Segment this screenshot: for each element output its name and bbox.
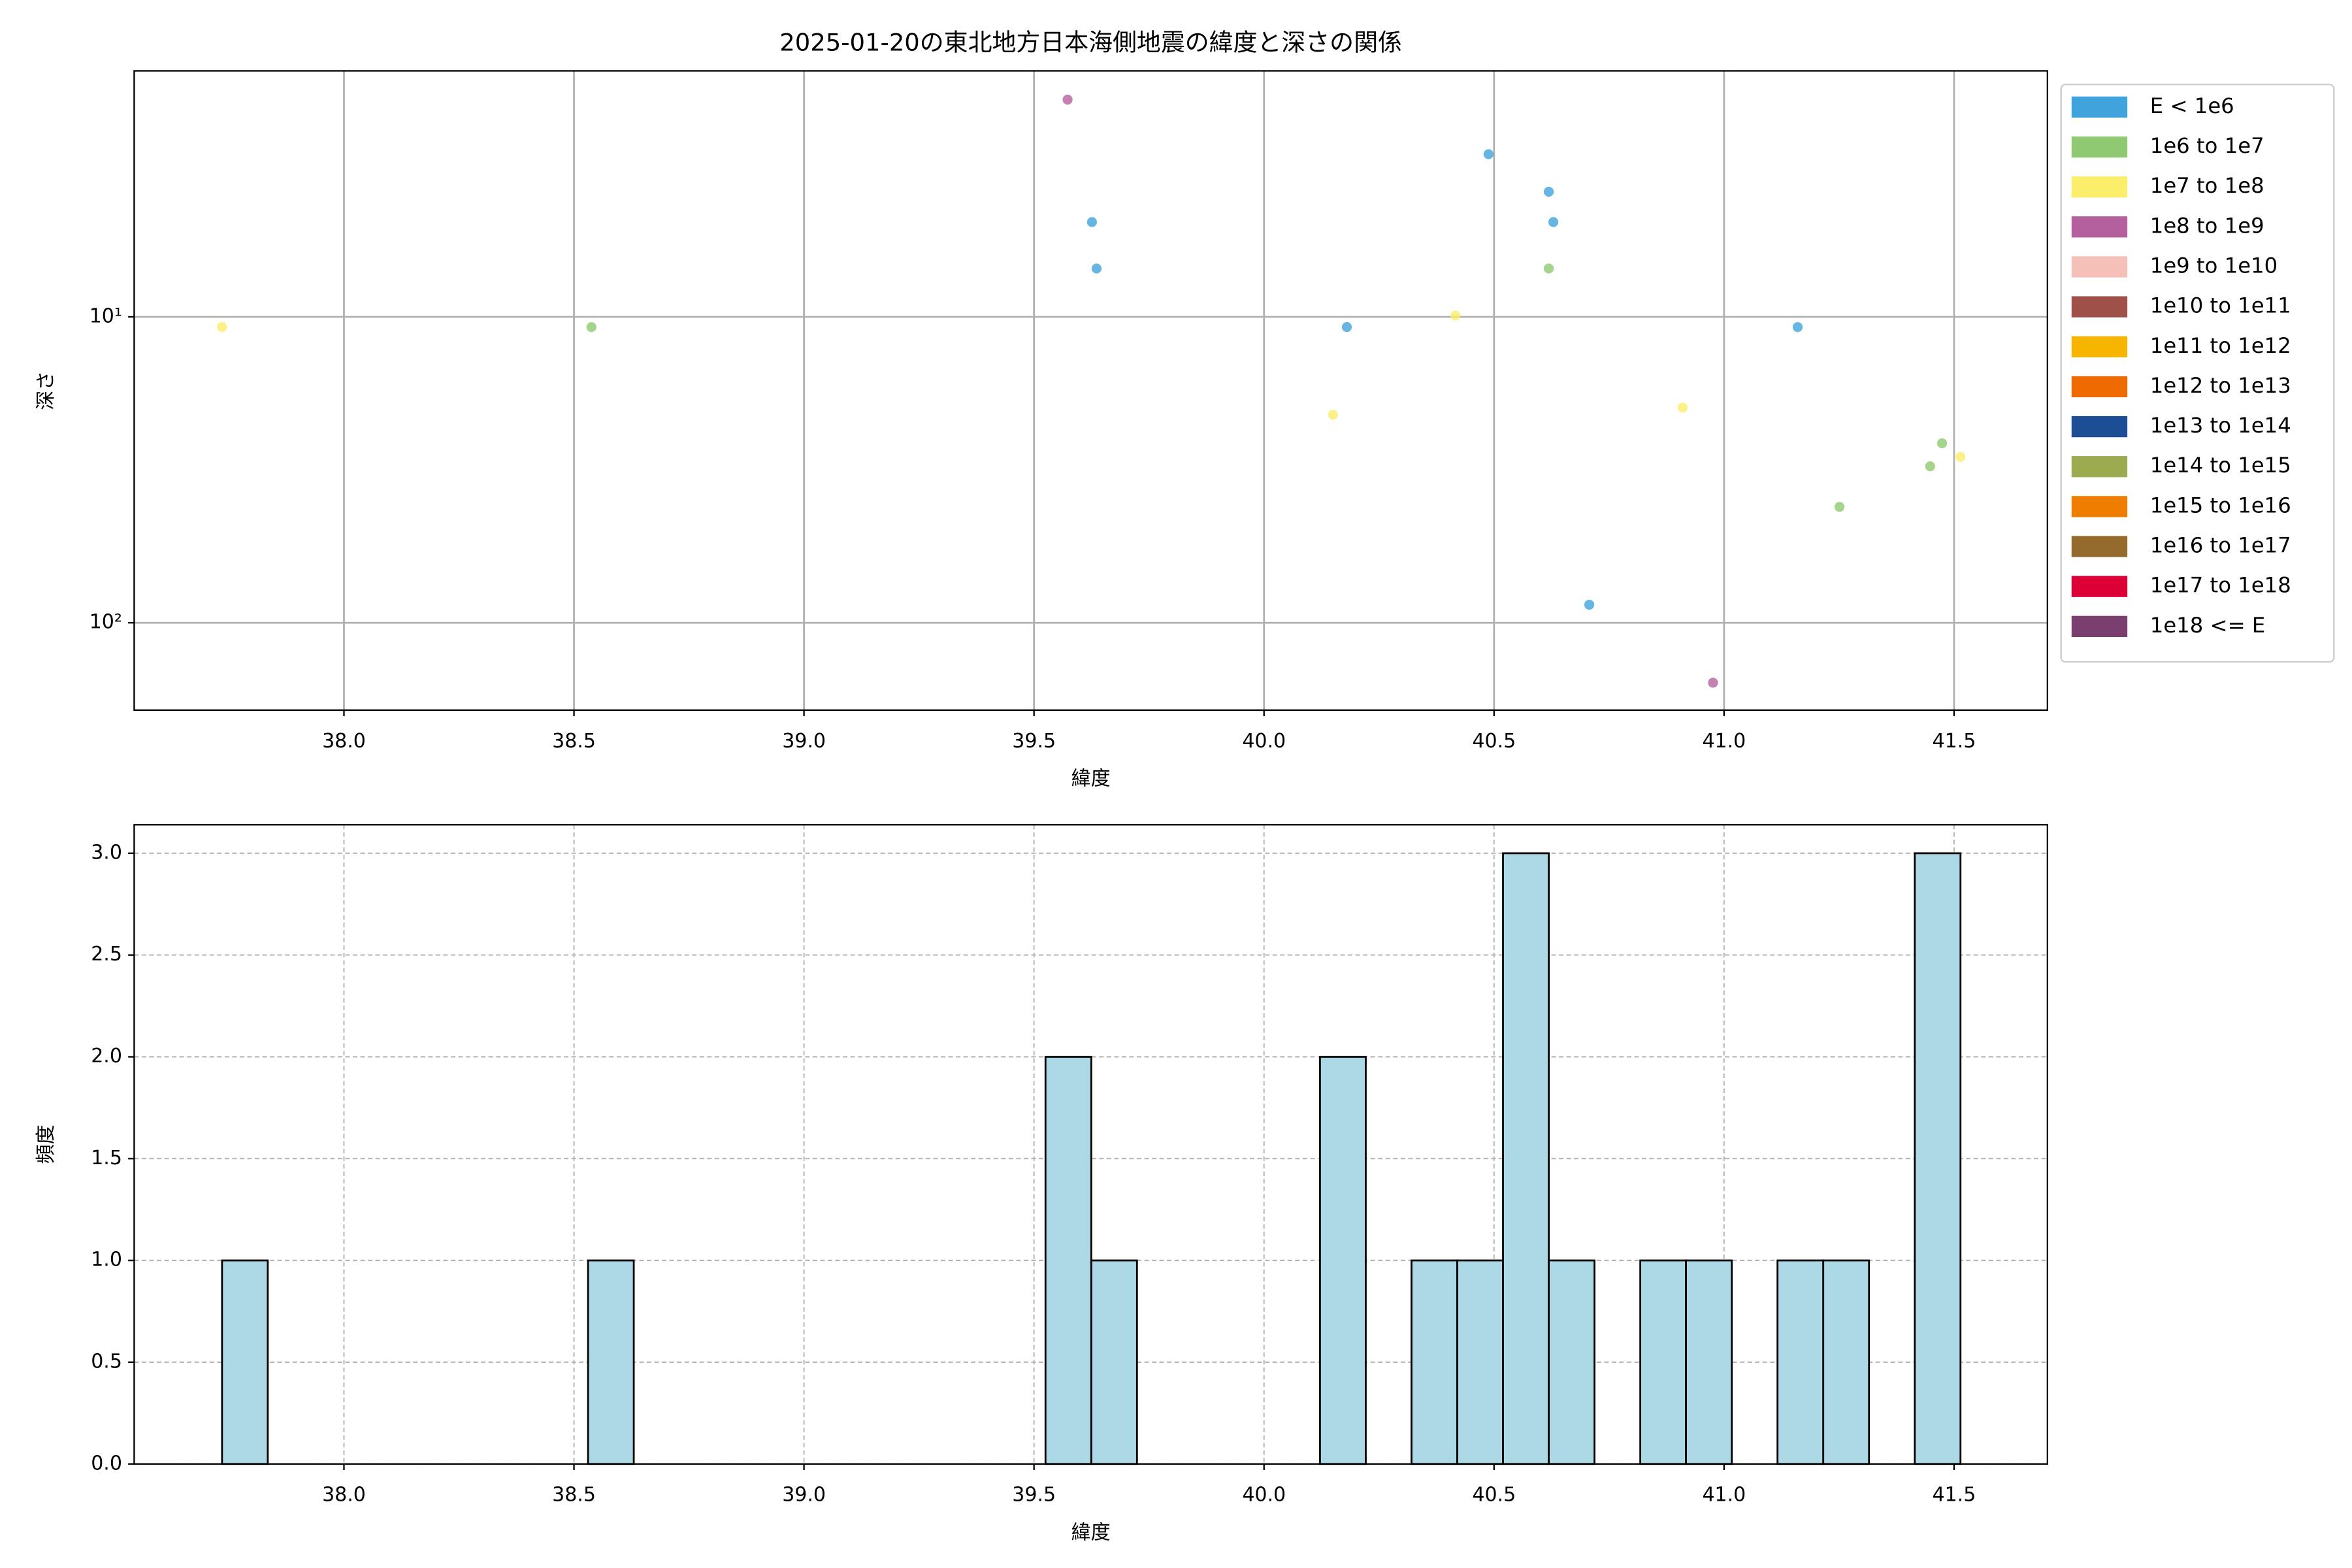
x-axis-label: 緯度 [1071,1521,1111,1544]
legend-swatch [2071,456,2128,478]
bar [1044,1056,1092,1465]
point [1450,310,1461,321]
x-tick-label: 40.5 [1472,1484,1516,1507]
point [1677,402,1688,413]
x-tick-label: 39.5 [1012,1484,1056,1507]
x-tick-label: 38.5 [552,1484,596,1507]
point [1341,322,1352,333]
legend-frame [2060,84,2335,663]
x-tick-label: 38.0 [322,730,366,753]
legend-swatch [2071,615,2128,637]
point [1792,322,1803,333]
legend-swatch [2071,96,2128,118]
bar [1685,1259,1733,1465]
point [1925,461,1935,472]
point [1483,149,1494,159]
legend-swatch [2071,416,2128,438]
legend-label: 1e11 to 1e12 [2150,333,2291,358]
x-tick-label: 39.0 [782,730,826,753]
point [1708,678,1718,688]
y-tick-label: 10¹ [90,304,122,327]
x-tick-label: 38.0 [322,1484,366,1507]
bar [1548,1259,1595,1465]
x-tick-label: 41.0 [1702,1484,1746,1507]
legend-swatch [2071,336,2128,357]
point [1328,410,1338,420]
point [586,322,596,333]
bar [1639,1259,1687,1465]
y-axis-label: 頻度 [35,1125,57,1164]
legend-swatch [2071,376,2128,398]
chart-title: 2025-01-20の東北地方日本海側地震の緯度と深さの関係 [779,28,1402,56]
x-tick-label: 41.0 [1702,730,1746,753]
legend-swatch [2071,296,2128,318]
legend-label: 1e18 <= E [2150,613,2266,638]
x-tick-label: 41.5 [1933,730,1976,753]
legend-label: 1e9 to 1e10 [2150,253,2278,278]
x-tick-label: 41.5 [1933,1484,1976,1507]
bar [1456,1259,1504,1465]
point [217,322,227,333]
y-tick-label: 2.0 [91,1045,122,1068]
point [1936,438,1948,449]
legend-label: 1e6 to 1e7 [2150,133,2264,158]
y-tick-label: 3.0 [91,841,122,864]
legend-swatch [2071,536,2128,557]
legend-label: 1e7 to 1e8 [2150,173,2264,198]
bar [221,1259,269,1465]
axes-frame [133,70,2048,711]
legend-swatch [2071,216,2128,238]
legend-label: 1e13 to 1e14 [2150,413,2291,438]
bar [1914,852,1962,1465]
point [1091,263,1102,274]
y-tick-label: 1.0 [91,1249,122,1271]
bar [1502,852,1550,1465]
y-tick-label: 0.5 [91,1350,122,1373]
legend-swatch [2071,576,2128,597]
legend-label: 1e15 to 1e16 [2150,493,2291,517]
point [1548,217,1559,227]
legend-swatch [2071,496,2128,517]
axes-frame [133,824,2048,1465]
point [1062,94,1073,105]
x-tick-label: 40.5 [1472,730,1516,753]
legend-label: 1e12 to 1e13 [2150,373,2291,398]
x-axis-label: 緯度 [1071,768,1111,791]
legend-swatch [2071,256,2128,278]
y-tick-label: 2.5 [91,943,122,966]
legend-label: 1e17 to 1e18 [2150,573,2291,598]
bar [587,1259,635,1465]
y-tick-label: 1.5 [91,1147,122,1169]
bar [1319,1056,1367,1465]
legend-label: 1e14 to 1e15 [2150,453,2291,478]
legend-label: 1e8 to 1e9 [2150,213,2264,238]
legend-label: E < 1e6 [2150,93,2234,118]
bar [1776,1259,1825,1465]
x-tick-label: 40.0 [1242,1484,1286,1507]
y-axis-label: 深さ [35,371,57,410]
legend-swatch [2071,176,2128,198]
point [1543,263,1554,274]
y-tick-label: 0.0 [91,1452,122,1475]
legend-label: 1e10 to 1e11 [2150,293,2291,318]
x-tick-label: 38.5 [552,730,596,753]
x-tick-label: 40.0 [1242,730,1286,753]
point [1955,451,1966,462]
bar [1822,1259,1870,1465]
x-tick-label: 39.0 [782,1484,826,1507]
legend-label: 1e16 to 1e17 [2150,533,2291,558]
point [1543,186,1554,197]
bar [1090,1259,1138,1465]
y-tick-label: 10² [90,611,122,634]
point [1584,599,1595,610]
legend: E < 1e6 1e6 to 1e7 1e7 to 1e8 1e8 to 1e9 1e9… [2060,84,2335,663]
point [1834,502,1845,512]
bar [1411,1259,1458,1465]
x-tick-label: 39.5 [1012,730,1056,753]
point [1086,217,1097,227]
legend-swatch [2071,136,2128,158]
